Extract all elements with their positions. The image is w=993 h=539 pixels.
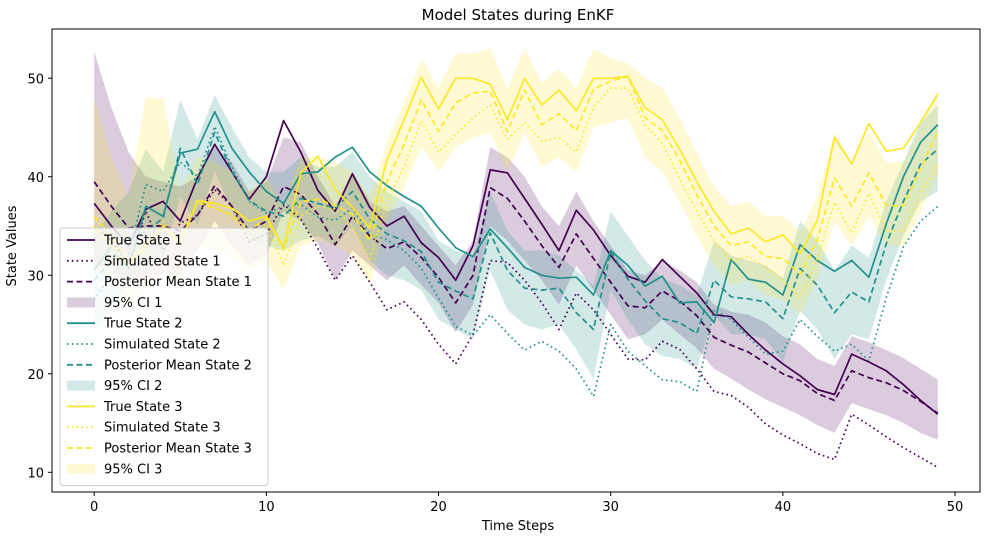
legend-label-post1: Posterior Mean State 1: [104, 275, 252, 290]
sim1-line: [93, 188, 939, 469]
legend-label-sim2: Simulated State 2: [104, 338, 221, 353]
legend-swatch-ci2: [67, 380, 95, 391]
legend: True State 1 Simulated State 1 Posterior M…: [59, 227, 269, 487]
sim2-line: [93, 125, 939, 398]
y-tick-label: 40: [27, 171, 44, 186]
axes: 0 10 20 30 40 50 10 20 30 40 50: [27, 28, 981, 515]
legend-swatch-ci3: [67, 463, 95, 474]
axes-frame: [51, 28, 981, 493]
legend-label-post2: Posterior Mean State 2: [104, 358, 252, 373]
post3-line: [93, 75, 939, 276]
y-axis-label: State Values: [5, 205, 20, 286]
legend-label-ci3: 95% CI 3: [104, 462, 162, 477]
ci3-band: [94, 48, 938, 315]
legend-label-sim1: Simulated State 1: [104, 254, 221, 269]
y-tick-label: 30: [27, 269, 44, 284]
legend-label-post3: Posterior Mean State 3: [104, 442, 252, 457]
chart-title: Model States during EnKF: [422, 6, 615, 24]
y-tick-label: 20: [27, 368, 44, 383]
legend-label-true1: True State 1: [103, 234, 183, 249]
x-axis-label: Time Steps: [481, 519, 555, 534]
x-tick-label: 30: [602, 500, 619, 515]
post2-line: [93, 131, 939, 335]
ci1-band: [94, 51, 938, 440]
true3-line: [93, 75, 939, 267]
legend-label-sim3: Simulated State 3: [104, 421, 221, 436]
x-tick-label: 0: [90, 500, 98, 515]
true1-line: [93, 119, 939, 415]
legend-label-true2: True State 2: [103, 317, 183, 332]
legend-label-ci2: 95% CI 2: [104, 379, 162, 394]
x-tick-label: 20: [430, 500, 447, 515]
y-tick-label: 50: [27, 72, 44, 87]
x-tick-label: 40: [775, 500, 792, 515]
ci2-band: [94, 95, 938, 379]
x-tick-label: 10: [258, 500, 275, 515]
y-tick-label: 10: [27, 466, 44, 481]
x-tick-label: 50: [947, 500, 964, 515]
legend-label-ci1: 95% CI 1: [104, 296, 162, 311]
legend-label-true3: True State 3: [103, 400, 183, 415]
true2-line: [93, 110, 939, 324]
legend-swatch-ci1: [67, 297, 95, 308]
legend-box: [59, 227, 269, 487]
